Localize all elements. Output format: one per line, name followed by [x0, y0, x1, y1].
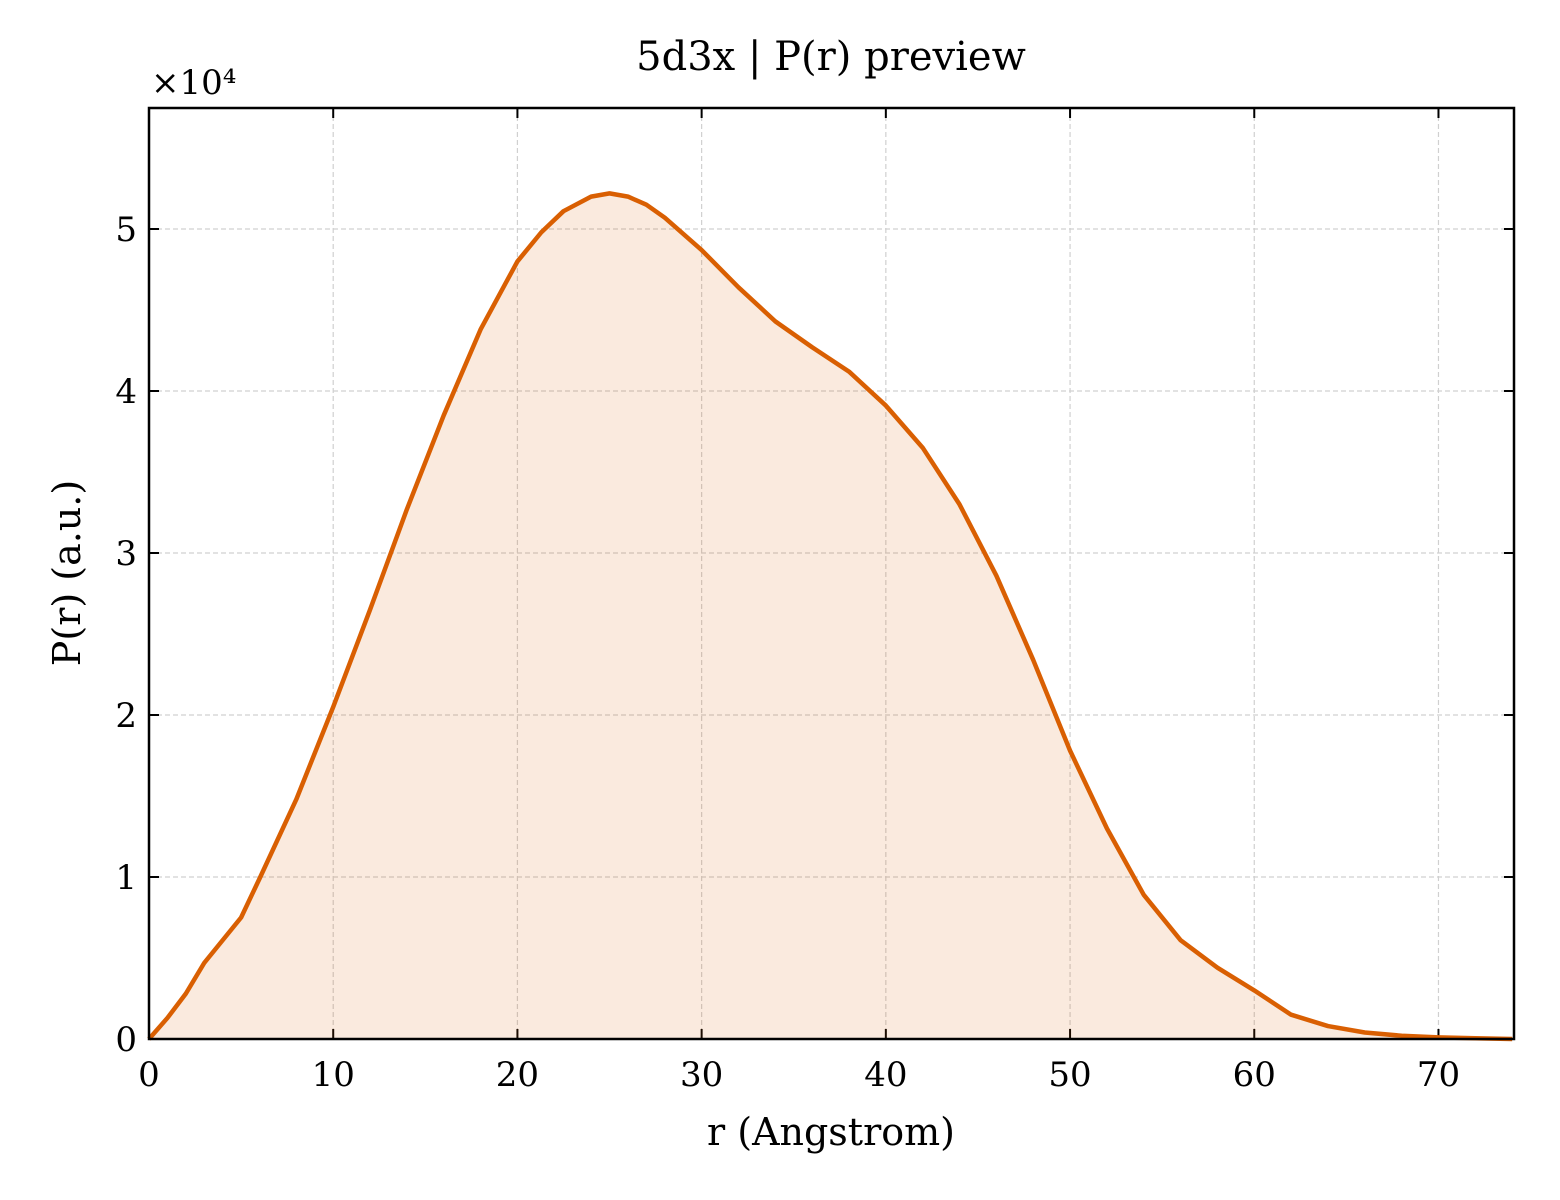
x-tick-label: 20: [496, 1055, 539, 1095]
area: [149, 193, 1513, 1039]
line: [147, 191, 1513, 1042]
x-tick-label: 10: [312, 1055, 355, 1095]
y-tick-label: 5: [115, 210, 137, 250]
y-offset-label: ×10⁴: [151, 63, 236, 103]
x-tick-label: 60: [1233, 1055, 1276, 1095]
x-tick-label: 30: [680, 1055, 723, 1095]
x-tick-label: 70: [1417, 1055, 1460, 1095]
x-axis-label: r (Angstrom): [707, 1110, 955, 1154]
x-tick-label: 50: [1048, 1055, 1091, 1095]
y-tick-label: 3: [115, 534, 137, 574]
x-tick-label: 0: [138, 1055, 160, 1095]
plot-frame: [147, 106, 1516, 1041]
y-tick-label: 2: [115, 696, 137, 736]
chart-title: 5d3x | P(r) preview: [636, 34, 1026, 80]
x-tick-label: 40: [864, 1055, 907, 1095]
y-axis-label: P(r) (a.u.): [45, 480, 89, 666]
y-tick-label: 4: [115, 372, 137, 412]
y-tick-label: 1: [115, 858, 137, 898]
y-tick-label: 0: [115, 1020, 137, 1060]
